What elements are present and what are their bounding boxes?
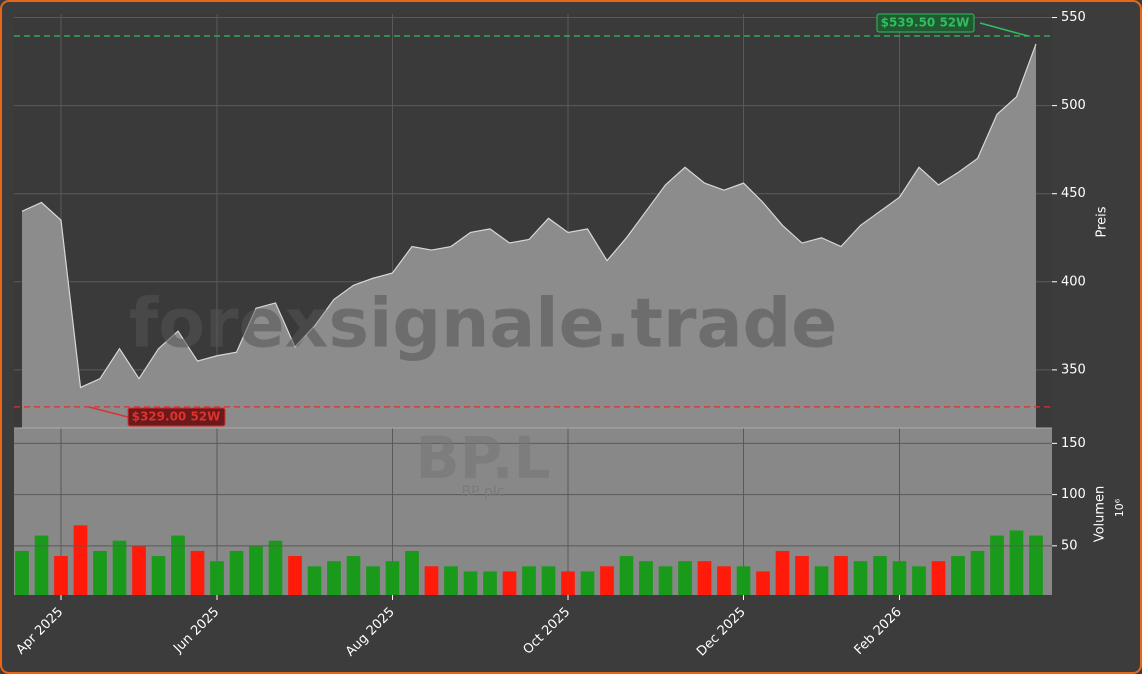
volume-bar [210, 561, 224, 595]
y2-tick-label: 50 [1061, 538, 1078, 553]
volume-bar [541, 566, 556, 595]
volume-bar [814, 566, 829, 595]
volume-bar [73, 525, 88, 595]
volume-bar [463, 571, 478, 595]
volume-bar [522, 566, 536, 595]
volume-bar [1009, 530, 1024, 595]
y-axis-label: Preis [1095, 206, 1110, 237]
volume-bar [229, 550, 244, 595]
volume-bar [424, 566, 439, 595]
low-label: $329.00 52W [132, 410, 221, 424]
price-line [21, 43, 1037, 389]
y-tick-label: 500 [1061, 98, 1086, 113]
volume-bar [171, 535, 185, 595]
volume-bar [385, 561, 400, 595]
y-tick-label: 400 [1061, 274, 1086, 289]
volume-bar [658, 566, 673, 595]
volume-bar [307, 566, 322, 595]
high-label: $539.50 52W [881, 16, 970, 30]
watermark-title: BP.L [415, 424, 550, 492]
volume-bar [736, 566, 751, 595]
price-area [22, 43, 1036, 428]
volume-bar [1029, 535, 1043, 595]
volume-bar [600, 566, 614, 595]
y2-axis-label: Volumen [1093, 486, 1108, 543]
y2-unit: 10⁶ [1113, 498, 1126, 517]
y-tick-label: 450 [1061, 186, 1086, 201]
volume-bar [151, 556, 166, 595]
y-tick-label: 350 [1061, 362, 1086, 377]
volume-bar [912, 566, 926, 595]
volume-bar [834, 556, 848, 595]
volume-bar [405, 550, 419, 595]
volume-bar [112, 540, 127, 595]
volume-bar [561, 571, 575, 595]
volume-bar [990, 535, 1004, 595]
volume-bar [190, 550, 205, 595]
volume-bar [483, 571, 497, 595]
volume-bar [268, 540, 283, 595]
volume-bar [678, 561, 692, 595]
volume-bar [132, 545, 146, 595]
volume-bar [346, 556, 361, 595]
volume-bar [34, 535, 49, 595]
volume-bar [288, 556, 302, 595]
volume-bar [580, 571, 595, 595]
watermark-subtitle: BP plc [462, 484, 505, 500]
volume-bar [249, 545, 263, 595]
high-label-box [876, 13, 975, 33]
volume-bar [502, 571, 517, 595]
volume-bar [873, 556, 887, 595]
volume-bar [15, 550, 29, 595]
watermark: forexsignale.trade [129, 285, 838, 364]
volume-bar [54, 556, 68, 595]
volume-bar [892, 561, 907, 595]
volume-bar [853, 561, 868, 595]
volume-bar [931, 561, 946, 595]
y2-tick-label: 100 [1061, 487, 1086, 502]
volume-bar [951, 556, 965, 595]
volume-bar [970, 550, 985, 595]
volume-bar [366, 566, 380, 595]
high-arrow [979, 22, 1029, 37]
low-label-box [127, 407, 226, 427]
volume-bar [327, 561, 341, 595]
volume-bar [697, 561, 712, 595]
y2-tick-label: 150 [1061, 436, 1086, 451]
volume-bar [639, 561, 653, 595]
y-tick-label: 550 [1061, 10, 1086, 25]
volume-bar [619, 556, 634, 595]
volume-bar [756, 571, 770, 595]
volume-bar [795, 556, 809, 595]
low-arrow [88, 406, 129, 418]
volume-bar [444, 566, 458, 595]
volume-bar [717, 566, 731, 595]
volume-bar [775, 550, 790, 595]
volume-bar [93, 550, 107, 595]
